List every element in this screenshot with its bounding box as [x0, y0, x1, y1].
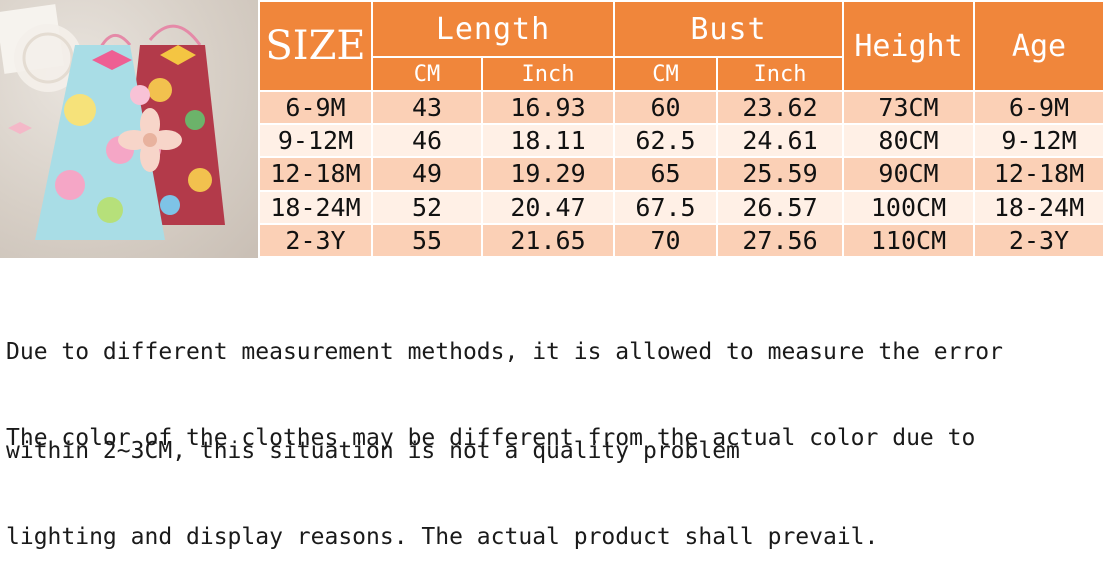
length-cm-header: CM — [371, 56, 483, 92]
age-cell: 12-18M — [973, 156, 1103, 192]
bust-cm-cell: 65 — [613, 156, 718, 192]
height-cell: 110CM — [842, 222, 975, 259]
table-row: 6-9M 43 16.93 60 23.62 73CM 6-9M — [258, 89, 1103, 126]
bust-inch-cell: 24.61 — [716, 123, 844, 159]
height-cell: 80CM — [842, 123, 975, 159]
length-inch-cell: 16.93 — [481, 89, 615, 126]
size-cell: 2-3Y — [258, 222, 373, 259]
table-row: 2-3Y 55 21.65 70 27.56 110CM 2-3Y — [258, 222, 1103, 259]
size-cell: 12-18M — [258, 156, 373, 192]
age-cell: 2-3Y — [973, 222, 1103, 259]
age-cell: 6-9M — [973, 89, 1103, 126]
age-header: Age — [973, 0, 1103, 92]
size-cell: 18-24M — [258, 189, 373, 225]
size-cell: 6-9M — [258, 89, 373, 126]
size-header: SIZE — [258, 0, 373, 92]
length-inch-cell: 19.29 — [481, 156, 615, 192]
length-inch-cell: 21.65 — [481, 222, 615, 259]
length-cm-cell: 49 — [371, 156, 483, 192]
bust-cm-header: CM — [613, 56, 718, 92]
length-cm-cell: 55 — [371, 222, 483, 259]
age-cell: 9-12M — [973, 123, 1103, 159]
table-row: 9-12M 46 18.11 62.5 24.61 80CM 9-12M — [258, 123, 1103, 159]
bust-inch-cell: 27.56 — [716, 222, 844, 259]
length-inch-cell: 20.47 — [481, 189, 615, 225]
table-row: 18-24M 52 20.47 67.5 26.57 100CM 18-24M — [258, 189, 1103, 225]
length-cm-cell: 46 — [371, 123, 483, 159]
length-inch-header: Inch — [481, 56, 615, 92]
height-cell: 73CM — [842, 89, 975, 126]
height-cell: 100CM — [842, 189, 975, 225]
bust-inch-cell: 25.59 — [716, 156, 844, 192]
height-cell: 90CM — [842, 156, 975, 192]
bust-cm-cell: 70 — [613, 222, 718, 259]
note-line: lighting and display reasons. The actual… — [6, 524, 879, 550]
table-row: 12-18M 49 19.29 65 25.59 90CM 12-18M — [258, 156, 1103, 192]
dress-illustration — [0, 4, 225, 240]
size-cell: 9-12M — [258, 123, 373, 159]
size-chart-table: SIZE Length Bust Height Age CM Inch CM I… — [258, 0, 1103, 259]
color-note: The color of the clothes may be differen… — [6, 356, 975, 587]
bust-cm-cell: 62.5 — [613, 123, 718, 159]
note-line: The color of the clothes may be differen… — [6, 425, 976, 451]
bust-header: Bust — [613, 0, 844, 58]
length-header: Length — [371, 0, 615, 58]
bust-cm-cell: 67.5 — [613, 189, 718, 225]
product-photo — [0, 0, 258, 258]
length-cm-cell: 43 — [371, 89, 483, 126]
bust-inch-cell: 26.57 — [716, 189, 844, 225]
bust-inch-header: Inch — [716, 56, 844, 92]
bust-inch-cell: 23.62 — [716, 89, 844, 126]
bust-cm-cell: 60 — [613, 89, 718, 126]
age-cell: 18-24M — [973, 189, 1103, 225]
height-header: Height — [842, 0, 975, 92]
length-cm-cell: 52 — [371, 189, 483, 225]
length-inch-cell: 18.11 — [481, 123, 615, 159]
note-line: Due to different measurement methods, it… — [6, 339, 1003, 365]
